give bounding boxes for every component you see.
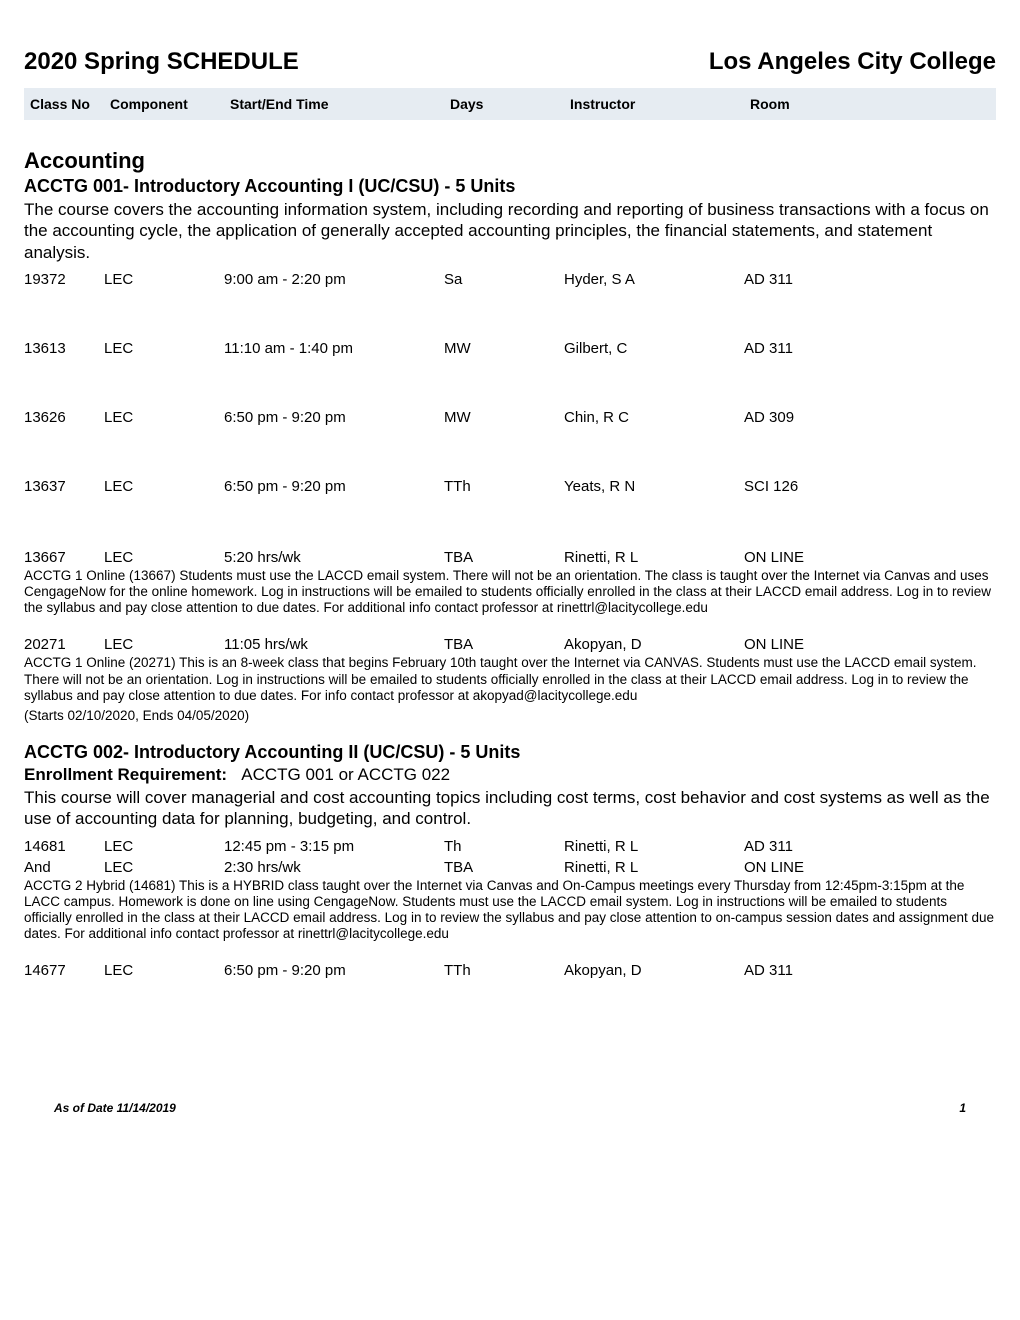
class-no: And bbox=[24, 859, 104, 876]
days: TTh bbox=[444, 962, 564, 979]
class-no: 19372 bbox=[24, 271, 104, 288]
time: 2:30 hrs/wk bbox=[224, 859, 444, 876]
instructor: Gilbert, C bbox=[564, 340, 744, 357]
days: TBA bbox=[444, 859, 564, 876]
time: 11:10 am - 1:40 pm bbox=[224, 340, 444, 357]
col-header-component: Component bbox=[110, 96, 230, 112]
component: LEC bbox=[104, 478, 224, 495]
col-header-days: Days bbox=[450, 96, 570, 112]
schedule-row: And LEC 2:30 hrs/wk TBA Rinetti, R L ON … bbox=[24, 857, 996, 878]
time: 6:50 pm - 9:20 pm bbox=[224, 962, 444, 979]
col-header-room: Room bbox=[750, 96, 900, 112]
room: ON LINE bbox=[744, 549, 894, 566]
component: LEC bbox=[104, 549, 224, 566]
time: 6:50 pm - 9:20 pm bbox=[224, 478, 444, 495]
class-note: ACCTG 2 Hybrid (14681) This is a HYBRID … bbox=[24, 878, 996, 943]
time: 11:05 hrs/wk bbox=[224, 636, 444, 653]
component: LEC bbox=[104, 962, 224, 979]
component: LEC bbox=[104, 859, 224, 876]
room: AD 311 bbox=[744, 340, 894, 357]
time: 12:45 pm - 3:15 pm bbox=[224, 838, 444, 855]
page-footer: As of Date 11/14/2019 1 bbox=[24, 1101, 996, 1115]
time: 5:20 hrs/wk bbox=[224, 549, 444, 566]
schedule-row: 19372 LEC 9:00 am - 2:20 pm Sa Hyder, S … bbox=[24, 269, 996, 290]
col-header-instructor: Instructor bbox=[570, 96, 750, 112]
component: LEC bbox=[104, 340, 224, 357]
days: Sa bbox=[444, 271, 564, 288]
instructor: Akopyan, D bbox=[564, 636, 744, 653]
days: MW bbox=[444, 340, 564, 357]
room: ON LINE bbox=[744, 636, 894, 653]
days: TTh bbox=[444, 478, 564, 495]
component: LEC bbox=[104, 636, 224, 653]
enroll-req-text: ACCTG 001 or ACCTG 022 bbox=[241, 765, 450, 784]
room: SCI 126 bbox=[744, 478, 894, 495]
time: 9:00 am - 2:20 pm bbox=[224, 271, 444, 288]
class-no: 14677 bbox=[24, 962, 104, 979]
course-title: ACCTG 001- Introductory Accounting I (UC… bbox=[24, 176, 996, 197]
room: AD 311 bbox=[744, 838, 894, 855]
class-dates: (Starts 02/10/2020, Ends 04/05/2020) bbox=[24, 708, 996, 724]
time: 6:50 pm - 9:20 pm bbox=[224, 409, 444, 426]
schedule-row: 13626 LEC 6:50 pm - 9:20 pm MW Chin, R C… bbox=[24, 407, 996, 428]
schedule-row: 13613 LEC 11:10 am - 1:40 pm MW Gilbert,… bbox=[24, 338, 996, 359]
subject-heading: Accounting bbox=[24, 148, 996, 174]
schedule-row: 13667 LEC 5:20 hrs/wk TBA Rinetti, R L O… bbox=[24, 547, 996, 568]
days: MW bbox=[444, 409, 564, 426]
instructor: Hyder, S A bbox=[564, 271, 744, 288]
room: AD 309 bbox=[744, 409, 894, 426]
instructor: Rinetti, R L bbox=[564, 859, 744, 876]
page-title-row: 2020 Spring SCHEDULE Los Angeles City Co… bbox=[24, 48, 996, 76]
room: ON LINE bbox=[744, 859, 894, 876]
course-description: This course will cover managerial and co… bbox=[24, 787, 996, 830]
class-note: ACCTG 1 Online (13667) Students must use… bbox=[24, 568, 996, 617]
instructor: Akopyan, D bbox=[564, 962, 744, 979]
instructor: Rinetti, R L bbox=[564, 549, 744, 566]
instructor: Chin, R C bbox=[564, 409, 744, 426]
instructor: Rinetti, R L bbox=[564, 838, 744, 855]
course-description: The course covers the accounting informa… bbox=[24, 199, 996, 263]
class-no: 13667 bbox=[24, 549, 104, 566]
college-name: Los Angeles City College bbox=[709, 48, 996, 76]
days: Th bbox=[444, 838, 564, 855]
days: TBA bbox=[444, 549, 564, 566]
course-title: ACCTG 002- Introductory Accounting II (U… bbox=[24, 742, 996, 763]
component: LEC bbox=[104, 838, 224, 855]
footer-date: As of Date 11/14/2019 bbox=[54, 1101, 176, 1115]
enrollment-requirement: Enrollment Requirement: ACCTG 001 or ACC… bbox=[24, 765, 996, 785]
class-no: 13626 bbox=[24, 409, 104, 426]
schedule-row: 14681 LEC 12:45 pm - 3:15 pm Th Rinetti,… bbox=[24, 836, 996, 857]
schedule-row: 13637 LEC 6:50 pm - 9:20 pm TTh Yeats, R… bbox=[24, 476, 996, 497]
schedule-row: 20271 LEC 11:05 hrs/wk TBA Akopyan, D ON… bbox=[24, 634, 996, 655]
class-no: 13613 bbox=[24, 340, 104, 357]
room: AD 311 bbox=[744, 271, 894, 288]
days: TBA bbox=[444, 636, 564, 653]
class-no: 20271 bbox=[24, 636, 104, 653]
enroll-req-label: Enrollment Requirement: bbox=[24, 765, 227, 784]
room: AD 311 bbox=[744, 962, 894, 979]
component: LEC bbox=[104, 271, 224, 288]
footer-page: 1 bbox=[959, 1101, 966, 1115]
class-no: 13637 bbox=[24, 478, 104, 495]
schedule-title: 2020 Spring SCHEDULE bbox=[24, 48, 299, 76]
instructor: Yeats, R N bbox=[564, 478, 744, 495]
class-no: 14681 bbox=[24, 838, 104, 855]
schedule-row: 14677 LEC 6:50 pm - 9:20 pm TTh Akopyan,… bbox=[24, 960, 996, 981]
col-header-classno: Class No bbox=[30, 96, 110, 112]
col-header-time: Start/End Time bbox=[230, 96, 450, 112]
column-header-bar: Class No Component Start/End Time Days I… bbox=[24, 88, 996, 120]
class-note: ACCTG 1 Online (20271) This is an 8-week… bbox=[24, 655, 996, 704]
component: LEC bbox=[104, 409, 224, 426]
